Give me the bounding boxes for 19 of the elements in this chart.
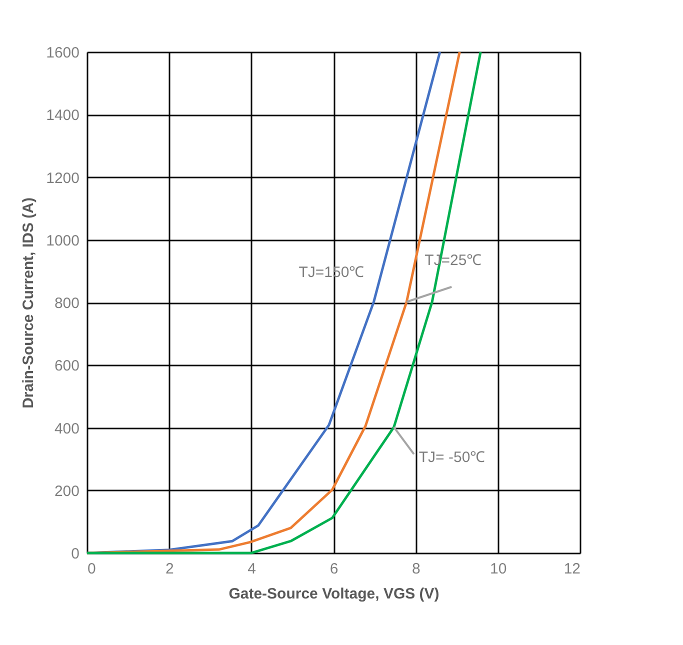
annotation: TJ= -50℃ [418,449,486,466]
y-tick-label: 1600 [46,44,80,62]
y-tick-label: 800 [54,295,80,312]
y-tick-label: 1400 [46,107,80,124]
y-tick-label: 200 [54,482,80,500]
y-tick-label: 400 [54,420,80,438]
y-tick-label: 1000 [46,232,80,250]
x-axis-title: Gate-Source Voltage, VGS (V) [228,586,440,602]
x-tick-label: 6 [330,560,338,578]
x-tick-label: 8 [412,560,420,578]
x-tick-label: 12 [564,560,580,578]
x-tick-label: 10 [490,560,507,578]
y-tick-label: 600 [54,358,80,375]
y-tick-label: 0 [71,546,80,562]
y-tick-label: 1200 [46,170,80,187]
x-tick-label: 4 [248,560,256,578]
x-tick-label: 2 [165,560,174,578]
x-tick-label: 0 [88,560,96,578]
y-axis-title: Drain-Source Current, IDS (A) [20,198,38,408]
